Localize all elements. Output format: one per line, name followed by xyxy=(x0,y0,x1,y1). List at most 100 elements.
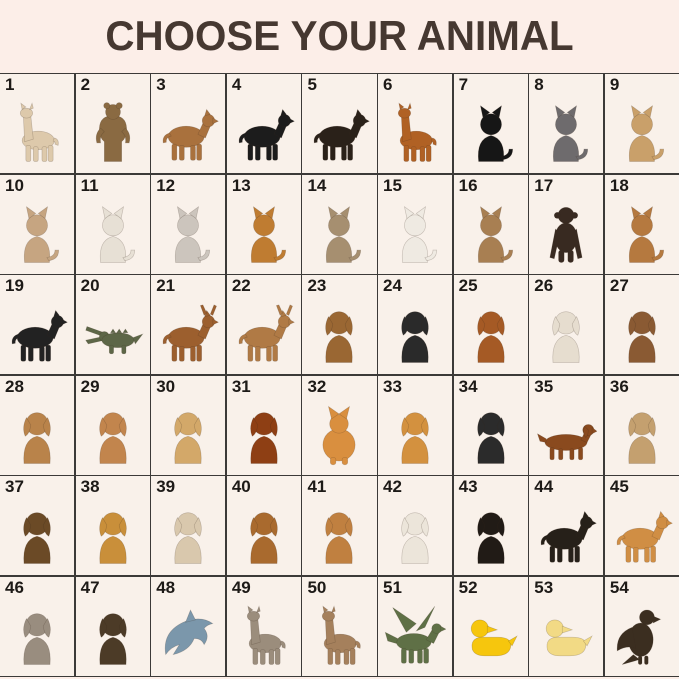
animal-cell-16[interactable]: 16 xyxy=(453,174,528,274)
french-bulldog-icon xyxy=(628,412,656,464)
cell-number: 49 xyxy=(231,577,251,597)
animal-cell-5[interactable]: 5 xyxy=(302,74,377,174)
cell-number: 22 xyxy=(231,276,251,296)
cell-number: 35 xyxy=(534,376,554,396)
animal-cell-11[interactable]: 11 xyxy=(75,174,150,274)
white-bulldog-icon xyxy=(552,311,580,364)
cell-number: 17 xyxy=(534,175,554,195)
gray-donkey-icon xyxy=(246,605,286,665)
animal-cell-25[interactable]: 25 xyxy=(453,275,528,375)
ragdoll-cat-icon xyxy=(477,206,513,263)
animal-cell-49[interactable]: 49 xyxy=(226,576,301,676)
animal-cell-31[interactable]: 31 xyxy=(226,375,301,475)
animal-cell-28[interactable]: 28 xyxy=(0,375,75,475)
animal-cell-2[interactable]: 2 xyxy=(75,74,150,174)
animal-cell-51[interactable]: 51 xyxy=(378,576,453,676)
cell-number: 12 xyxy=(156,175,176,195)
animal-cell-27[interactable]: 27 xyxy=(604,275,679,375)
cell-number: 43 xyxy=(458,477,478,497)
animal-cell-44[interactable]: 44 xyxy=(529,476,604,576)
animal-cell-53[interactable]: 53 xyxy=(529,576,604,676)
animal-cell-15[interactable]: 15 xyxy=(378,174,453,274)
dragon-icon xyxy=(385,605,447,664)
cell-number: 37 xyxy=(5,477,24,497)
animal-cell-23[interactable]: 23 xyxy=(302,275,377,375)
animal-cell-39[interactable]: 39 xyxy=(151,476,226,576)
animal-cell-13[interactable]: 13 xyxy=(226,174,301,274)
cow-icon xyxy=(11,310,68,362)
cell-number: 23 xyxy=(307,276,327,296)
goldendoodle-icon xyxy=(250,512,278,565)
animal-cell-1[interactable]: 1 xyxy=(0,74,75,174)
animal-cell-30[interactable]: 30 xyxy=(151,375,226,475)
animal-cell-35[interactable]: 35 xyxy=(529,375,604,475)
german-shepherd-icon xyxy=(23,512,51,565)
animal-cell-45[interactable]: 45 xyxy=(604,476,679,576)
animal-cell-6[interactable]: 6 xyxy=(378,74,453,174)
apricot-poodle-icon xyxy=(325,512,354,565)
beagle-icon xyxy=(325,311,354,364)
cell-number: 6 xyxy=(383,75,393,94)
gray-cat-icon xyxy=(553,105,589,162)
animal-cell-21[interactable]: 21 xyxy=(151,275,226,375)
cell-number: 20 xyxy=(80,276,100,296)
rottweiler-icon xyxy=(477,512,505,565)
animal-cell-52[interactable]: 52 xyxy=(453,576,528,676)
cell-number: 4 xyxy=(231,75,242,94)
animal-cell-37[interactable]: 37 xyxy=(0,476,75,576)
black-panther-icon xyxy=(238,109,295,161)
animal-cell-40[interactable]: 40 xyxy=(226,476,301,576)
animal-cell-14[interactable]: 14 xyxy=(302,174,377,274)
animal-cell-32[interactable]: 32 xyxy=(302,375,377,475)
dachshund-icon xyxy=(537,423,598,460)
red-shiba-icon xyxy=(616,511,673,563)
cell-number: 19 xyxy=(5,276,24,296)
cell-number: 46 xyxy=(5,577,24,597)
animal-cell-26[interactable]: 26 xyxy=(529,275,604,375)
animal-cell-7[interactable]: 7 xyxy=(453,74,528,174)
cocker-spaniel-icon xyxy=(250,412,278,464)
animal-cell-33[interactable]: 33 xyxy=(378,375,453,475)
animal-cell-43[interactable]: 43 xyxy=(453,476,528,576)
animal-cell-38[interactable]: 38 xyxy=(75,476,150,576)
cell-number: 11 xyxy=(80,175,99,195)
chihuahua-icon xyxy=(174,412,202,464)
white-cat-icon xyxy=(402,206,438,263)
animal-cell-19[interactable]: 19 xyxy=(0,275,75,375)
animal-cell-42[interactable]: 42 xyxy=(378,476,453,576)
cougar-icon xyxy=(628,206,664,263)
animal-cell-50[interactable]: 50 xyxy=(302,576,377,676)
animal-cell-4[interactable]: 4 xyxy=(226,74,301,174)
cell-number: 34 xyxy=(458,376,478,396)
border-collie-icon xyxy=(401,311,429,364)
animal-cell-18[interactable]: 18 xyxy=(604,174,679,274)
cell-number: 26 xyxy=(534,276,554,296)
cell-number: 53 xyxy=(534,577,554,597)
animal-cell-12[interactable]: 12 xyxy=(151,174,226,274)
animal-cell-29[interactable]: 29 xyxy=(75,375,150,475)
animal-cell-24[interactable]: 24 xyxy=(378,275,453,375)
animal-cell-34[interactable]: 34 xyxy=(453,375,528,475)
animal-cell-22[interactable]: 22 xyxy=(226,275,301,375)
animal-cell-3[interactable]: 3 xyxy=(151,74,226,174)
animal-cell-9[interactable]: 9 xyxy=(604,74,679,174)
animal-cell-54[interactable]: 54 xyxy=(604,576,679,676)
brown-bear-icon xyxy=(162,109,219,161)
animal-cell-10[interactable]: 10 xyxy=(0,174,75,274)
animal-cell-48[interactable]: 48 xyxy=(151,576,226,676)
cell-number: 54 xyxy=(609,577,629,597)
animal-cell-47[interactable]: 47 xyxy=(75,576,150,676)
cell-number: 10 xyxy=(5,175,24,195)
animal-cell-46[interactable]: 46 xyxy=(0,576,75,676)
black-cat-icon xyxy=(477,105,513,162)
cell-number: 29 xyxy=(80,376,100,396)
animal-cell-17[interactable]: 17 xyxy=(529,174,604,274)
animal-cell-8[interactable]: 8 xyxy=(529,74,604,174)
cell-number: 24 xyxy=(383,276,402,296)
animal-cell-20[interactable]: 20 xyxy=(75,275,150,375)
silver-persian-cat-icon xyxy=(175,206,211,263)
animal-cell-36[interactable]: 36 xyxy=(604,375,679,475)
cell-number: 2 xyxy=(80,75,91,94)
cell-number: 27 xyxy=(609,276,629,296)
animal-cell-41[interactable]: 41 xyxy=(302,476,377,576)
